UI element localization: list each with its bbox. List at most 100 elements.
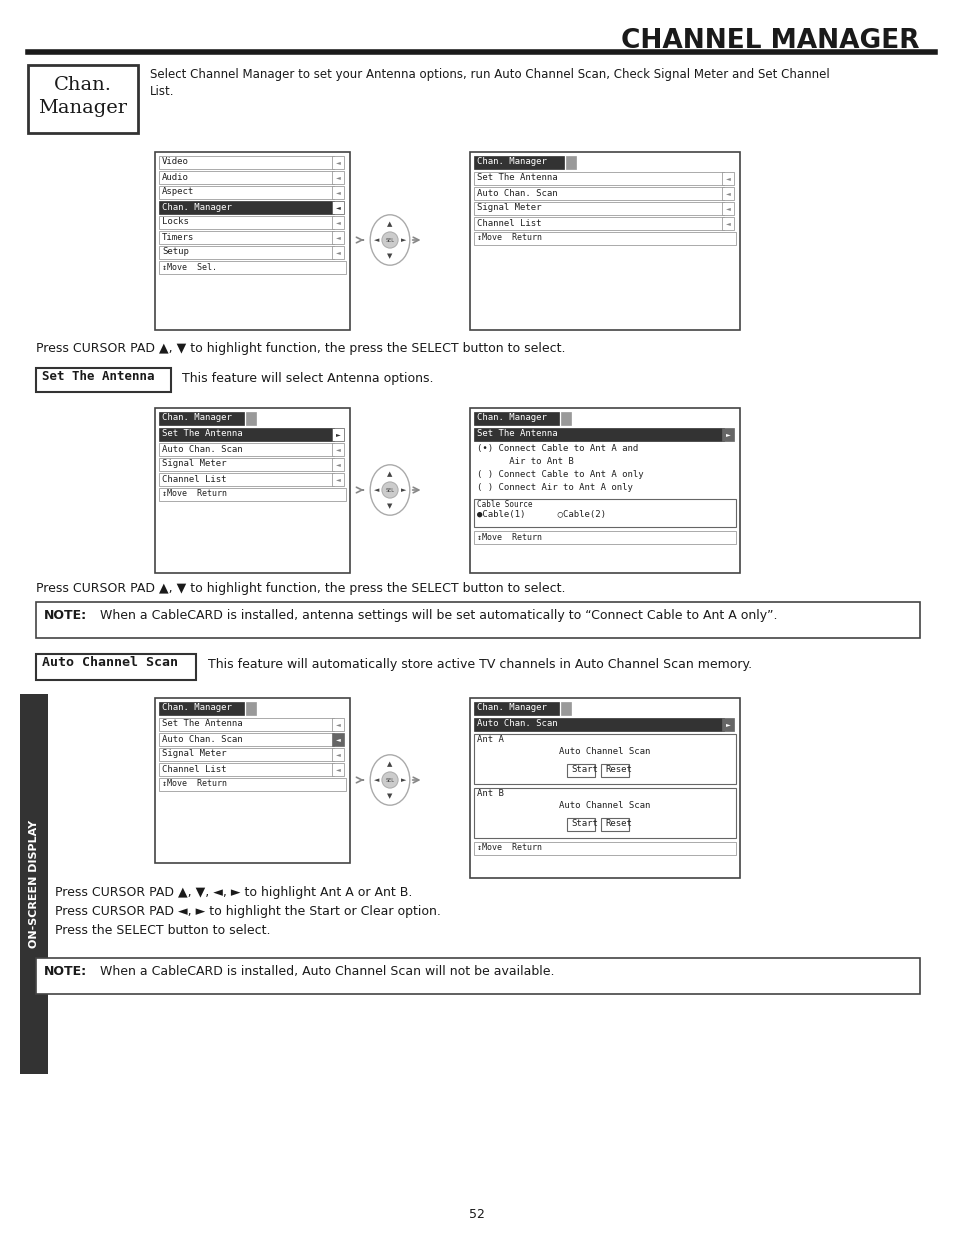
Text: Chan. Manager: Chan. Manager: [162, 414, 232, 422]
Text: SEL: SEL: [385, 778, 395, 783]
Text: ON-SCREEN DISPLAY: ON-SCREEN DISPLAY: [29, 820, 39, 948]
Bar: [159, 718, 334, 731]
Text: Chan. Manager: Chan. Manager: [476, 414, 546, 422]
Text: ►: ►: [725, 722, 730, 727]
Text: This feature will automatically store active TV channels in Auto Channel Scan me: This feature will automatically store ac…: [208, 658, 751, 671]
Bar: [332, 473, 344, 487]
Text: ( ) Connect Cable to Ant A only: ( ) Connect Cable to Ant A only: [476, 471, 643, 479]
Bar: [159, 701, 244, 715]
Bar: [721, 429, 733, 441]
Text: Channel List: Channel List: [162, 474, 226, 483]
Text: SEL: SEL: [385, 488, 395, 493]
Bar: [20, 694, 48, 1074]
Bar: [332, 458, 344, 471]
Text: ( ) Connect Air to Ant A only: ( ) Connect Air to Ant A only: [476, 483, 632, 492]
Bar: [474, 429, 723, 441]
Text: ◄: ◄: [335, 175, 340, 180]
Text: Audio: Audio: [162, 173, 189, 182]
Bar: [721, 203, 733, 215]
Text: Air to Ant B: Air to Ant B: [476, 457, 573, 466]
Bar: [721, 172, 733, 185]
Text: Set The Antenna: Set The Antenna: [162, 430, 242, 438]
Text: Auto Chan. Scan: Auto Chan. Scan: [476, 189, 558, 198]
Text: ►: ►: [400, 777, 406, 783]
Text: ●Cable(1)      ○Cable(2): ●Cable(1) ○Cable(2): [476, 510, 605, 519]
Bar: [159, 186, 334, 199]
Bar: [474, 232, 735, 245]
Text: ↕Move  Return: ↕Move Return: [476, 844, 541, 852]
Text: ◄: ◄: [335, 447, 340, 452]
Text: ►: ►: [725, 432, 730, 437]
Text: ◄: ◄: [335, 477, 340, 482]
Text: Press CURSOR PAD ▲, ▼, ◄, ► to highlight Ant A or Ant B.
Press CURSOR PAD ◄, ► t: Press CURSOR PAD ▲, ▼, ◄, ► to highlight…: [55, 885, 440, 937]
Text: ▲: ▲: [387, 221, 393, 227]
Text: ◄: ◄: [374, 487, 378, 493]
Text: Auto Chan. Scan: Auto Chan. Scan: [162, 445, 242, 453]
Text: Ant B: Ant B: [476, 789, 503, 798]
Bar: [721, 186, 733, 200]
Bar: [159, 763, 334, 776]
Text: This feature will select Antenna options.: This feature will select Antenna options…: [182, 372, 433, 385]
Bar: [474, 701, 558, 715]
Text: ►: ►: [335, 432, 340, 437]
Text: ◄: ◄: [335, 767, 340, 772]
Bar: [159, 443, 334, 456]
Bar: [332, 170, 344, 184]
Bar: [474, 156, 563, 169]
Text: Start: Start: [571, 766, 598, 774]
Text: Set The Antenna: Set The Antenna: [476, 430, 558, 438]
Text: When a CableCARD is installed, antenna settings will be set automatically to “Co: When a CableCARD is installed, antenna s…: [80, 609, 777, 622]
Bar: [474, 531, 735, 543]
Text: ▼: ▼: [387, 253, 393, 259]
Circle shape: [381, 232, 397, 248]
Text: Set The Antenna: Set The Antenna: [476, 173, 558, 183]
Text: ◄: ◄: [335, 752, 340, 757]
Text: ◄: ◄: [335, 462, 340, 467]
Text: ◄: ◄: [335, 737, 340, 742]
Text: Auto Chan. Scan: Auto Chan. Scan: [476, 720, 558, 729]
Text: Aspect: Aspect: [162, 188, 194, 196]
Bar: [159, 170, 334, 184]
Ellipse shape: [370, 464, 410, 515]
Bar: [474, 734, 735, 784]
Bar: [721, 217, 733, 230]
Bar: [36, 601, 919, 638]
Text: ↕Move  Return: ↕Move Return: [476, 233, 541, 242]
Bar: [159, 412, 244, 425]
Bar: [36, 655, 195, 680]
Bar: [154, 698, 350, 863]
Bar: [474, 172, 723, 185]
Bar: [159, 748, 334, 761]
Text: (•) Connect Cable to Ant A and: (•) Connect Cable to Ant A and: [476, 445, 638, 453]
Text: ◄: ◄: [374, 237, 378, 243]
Bar: [474, 203, 723, 215]
Text: Cable Source: Cable Source: [476, 500, 532, 509]
Ellipse shape: [370, 755, 410, 805]
Bar: [159, 261, 346, 274]
Bar: [560, 701, 571, 715]
Text: ◄: ◄: [374, 777, 378, 783]
Bar: [474, 412, 558, 425]
Bar: [474, 788, 735, 839]
Bar: [566, 818, 595, 831]
Text: ▲: ▲: [387, 471, 393, 477]
Text: Reset: Reset: [604, 820, 631, 829]
Text: Reset: Reset: [604, 766, 631, 774]
Text: ►: ►: [400, 237, 406, 243]
Bar: [246, 412, 255, 425]
Bar: [332, 201, 344, 214]
Bar: [159, 156, 334, 169]
Text: ◄: ◄: [725, 206, 730, 211]
Text: Set The Antenna: Set The Antenna: [162, 720, 242, 729]
Bar: [159, 778, 346, 790]
Bar: [565, 156, 576, 169]
Bar: [159, 201, 334, 214]
Bar: [474, 186, 723, 200]
Text: ◄: ◄: [335, 220, 340, 225]
Bar: [600, 764, 628, 777]
Text: ◄: ◄: [725, 177, 730, 182]
Bar: [332, 429, 344, 441]
Text: Chan. Manager: Chan. Manager: [162, 203, 232, 211]
Bar: [332, 734, 344, 746]
Bar: [721, 718, 733, 731]
